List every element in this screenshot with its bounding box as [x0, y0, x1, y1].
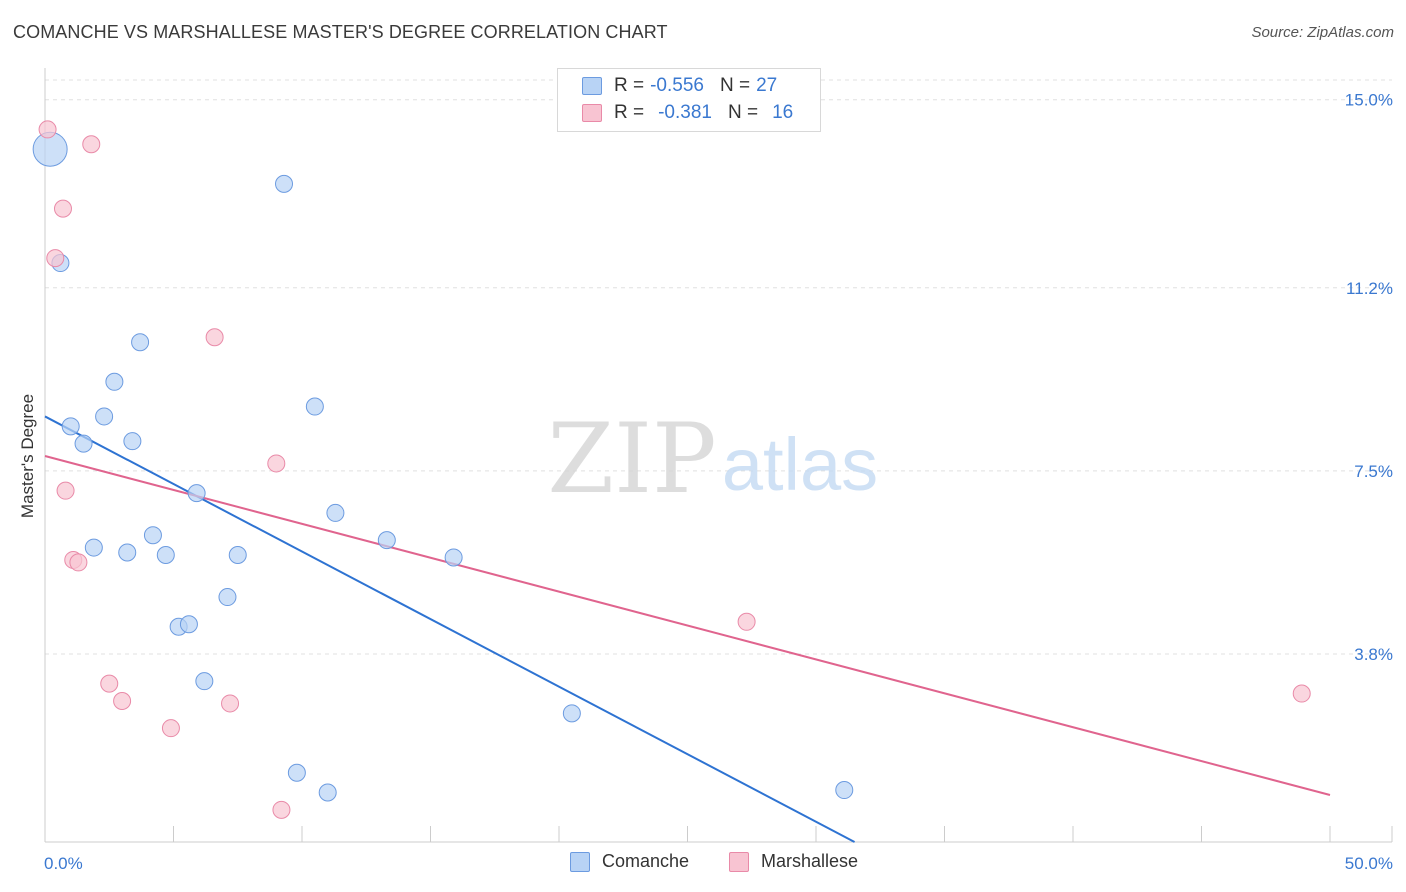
x-tick-label-max: 50.0%: [1345, 854, 1393, 873]
point-comanche: [118, 543, 137, 562]
legend-n-label: N =: [719, 75, 751, 96]
chart-title: COMANCHE VS MARSHALLESE MASTER'S DEGREE …: [13, 22, 668, 42]
legend-item-marshallese[interactable]: Marshallese: [729, 851, 858, 872]
gridlines: [45, 79, 1392, 655]
legend-swatch-marshallese: [729, 851, 749, 872]
point-comanche: [377, 531, 396, 550]
legend-item-comanche[interactable]: Comanche: [570, 851, 689, 872]
legend-row-comanche: R = -0.556 N = 27: [582, 74, 777, 98]
point-comanche: [95, 407, 114, 426]
trend-line-marshallese: [44, 455, 1331, 796]
point-marshallese: [56, 481, 75, 500]
point-marshallese: [272, 800, 291, 819]
point-comanche: [218, 588, 237, 607]
point-comanche: [156, 545, 175, 564]
legend-row-marshallese: R = -0.381 N = 16: [582, 101, 793, 125]
point-marshallese: [737, 612, 756, 631]
point-comanche: [287, 763, 306, 782]
point-comanche: [131, 333, 150, 352]
y-axis-label: Master's Degree: [18, 393, 37, 519]
watermark-zip: ZIP: [547, 403, 716, 515]
legend-swatch-comanche: [570, 851, 590, 872]
point-comanche: [326, 503, 345, 522]
point-comanche: [228, 545, 247, 564]
legend-n-value-comanche: 27: [756, 75, 778, 96]
point-comanche: [105, 372, 124, 391]
point-comanche: [123, 432, 142, 451]
watermark-atlas: atlas: [722, 423, 878, 506]
point-marshallese: [46, 249, 65, 268]
legend-swatch-comanche: [582, 77, 602, 95]
legend-label-marshallese: Marshallese: [761, 851, 859, 871]
point-comanche: [187, 484, 206, 503]
series-legend: Comanche Marshallese: [0, 851, 1406, 877]
point-marshallese: [113, 691, 132, 710]
point-comanche: [444, 548, 463, 567]
legend-n-value-marshallese: 16: [772, 102, 794, 123]
point-comanche: [835, 781, 854, 800]
trend-line-comanche: [44, 415, 856, 843]
source-label: Source: ZipAtlas.com: [1251, 24, 1394, 41]
legend-r-label: R =: [614, 75, 645, 96]
legend-n-label: N =: [727, 102, 759, 123]
watermark: ZIP atlas: [547, 403, 878, 515]
point-marshallese: [38, 120, 57, 139]
point-marshallese: [1292, 684, 1311, 703]
point-comanche: [318, 783, 337, 802]
legend-label-comanche: Comanche: [602, 851, 690, 871]
point-marshallese: [221, 694, 240, 713]
point-comanche: [61, 417, 80, 436]
tick-labels: 3.8% 7.5% 11.2% 15.0% 0.0% 50.0%: [44, 91, 1393, 873]
y-tick-label: 15.0%: [1345, 91, 1393, 110]
point-comanche: [74, 434, 93, 453]
point-marshallese: [69, 553, 88, 572]
y-tick-label: 3.8%: [1354, 645, 1393, 664]
point-comanche: [562, 704, 581, 723]
trend-lines: [44, 415, 1331, 843]
point-marshallese: [205, 328, 224, 347]
point-comanche: [179, 615, 198, 634]
point-comanche: [143, 526, 162, 545]
point-marshallese: [82, 135, 101, 154]
y-tick-label: 11.2%: [1346, 279, 1393, 298]
point-marshallese: [161, 719, 180, 738]
point-marshallese: [100, 674, 119, 693]
point-comanche: [275, 174, 294, 193]
legend-swatch-marshallese: [582, 104, 602, 122]
legend-r-label: R =: [614, 102, 645, 123]
axes: [44, 68, 1393, 843]
data-points: [32, 120, 1311, 819]
legend-r-value-marshallese: -0.381: [658, 102, 712, 123]
point-comanche: [84, 538, 103, 557]
y-tick-label: 7.5%: [1354, 462, 1393, 481]
point-marshallese: [53, 199, 72, 218]
correlation-legend: R = -0.556 N = 27 R = -0.381 N = 16: [557, 68, 821, 132]
x-tick-label-min: 0.0%: [44, 854, 83, 873]
point-marshallese: [267, 454, 286, 473]
point-comanche: [305, 397, 324, 416]
point-comanche: [195, 672, 214, 691]
legend-r-value-comanche: -0.556: [650, 75, 704, 96]
